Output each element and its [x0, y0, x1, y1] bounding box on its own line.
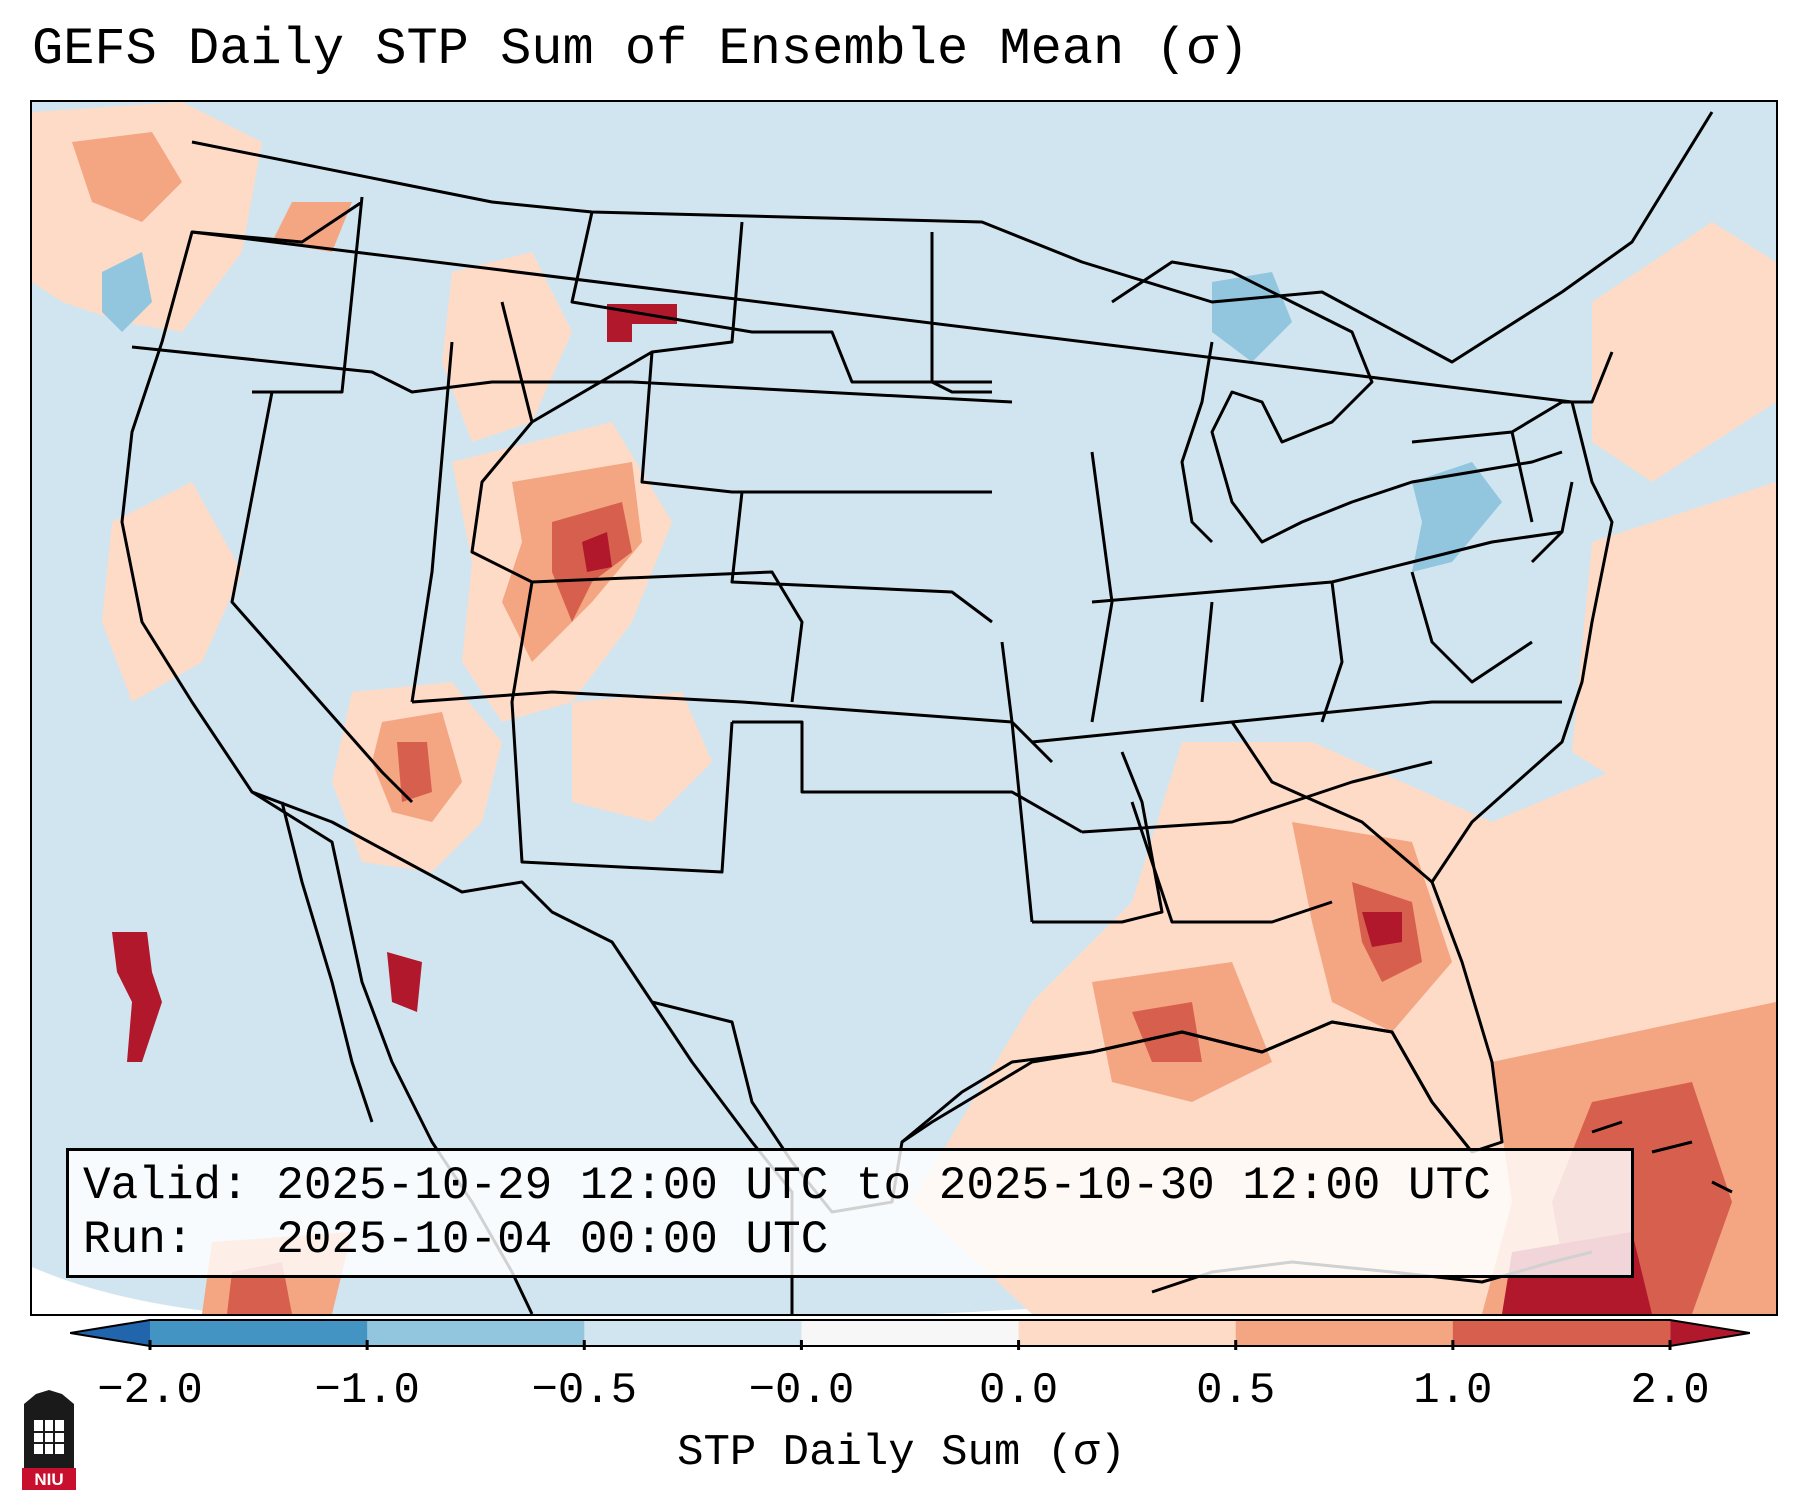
anomaly-new-mexico	[572, 692, 712, 822]
anomaly-georgia-peak	[1362, 912, 1402, 947]
colorbar-segments	[150, 1320, 1671, 1346]
niu-logo: NIU	[22, 1390, 76, 1490]
colorbar-tick-label: −1.0	[314, 1366, 420, 1416]
run-time-text: Run: 2025-10-04 00:00 UTC	[83, 1214, 829, 1266]
anomaly-arizona-peak	[397, 742, 432, 802]
colorbar-segment	[150, 1320, 368, 1346]
anomaly-gulf-california	[387, 952, 422, 1012]
anomaly-pacific-nw-core	[72, 132, 182, 222]
colorbar-under-arrow	[70, 1320, 150, 1346]
colorbar-over-arrow	[1670, 1320, 1750, 1346]
map-panel	[30, 100, 1778, 1316]
colorbar-segment	[1018, 1320, 1237, 1346]
anomaly-washington-negative	[102, 252, 152, 332]
colorbar-segment	[367, 1320, 585, 1346]
colorbar-tick-label: −2.0	[97, 1366, 203, 1416]
anomaly-idaho	[442, 252, 572, 442]
anomaly-west-coast	[102, 482, 242, 702]
colorbar-segment	[1452, 1320, 1671, 1346]
colorbar	[70, 1319, 1750, 1350]
anomaly-utah-colorado-peak	[582, 532, 612, 572]
colorbar-tick-label: 1.0	[1413, 1366, 1493, 1416]
colorbar-tick-label: −0.5	[531, 1366, 638, 1416]
anomaly-atlantic	[1572, 482, 1776, 802]
country-boundary	[120, 111, 1714, 1214]
anomaly-ne-wyoming	[607, 304, 677, 342]
colorbar-segment	[801, 1320, 1020, 1346]
anomaly-lake-michigan-negative	[1212, 272, 1292, 362]
colorbar-tick-label: 0.0	[978, 1366, 1059, 1416]
colorbar-segment	[584, 1320, 802, 1346]
colorbar-tick-label: 2.0	[1630, 1366, 1710, 1416]
coastline-gulf	[901, 1020, 1474, 1153]
state-boundaries	[131, 196, 1614, 924]
colorbar-outline	[70, 1319, 1750, 1347]
chart-title: GEFS Daily STP Sum of Ensemble Mean (σ)	[32, 20, 1249, 79]
great-lakes	[1111, 260, 1563, 544]
logo-grid-icon	[34, 1420, 64, 1454]
colorbar-tick-label: 0.5	[1196, 1366, 1276, 1416]
colorbar-segment	[1235, 1320, 1454, 1346]
info-box: Valid: 2025-10-29 12:00 UTC to 2025-10-3…	[66, 1148, 1634, 1278]
valid-time-text: Valid: 2025-10-29 12:00 UTC to 2025-10-3…	[83, 1160, 1491, 1212]
logo-window-icon	[34, 1420, 64, 1454]
map-canvas	[32, 102, 1776, 1314]
anomaly-new-england	[1592, 222, 1776, 482]
anomaly-montana	[272, 202, 352, 252]
anomaly-gulf-core	[1132, 1002, 1202, 1062]
boundary-layer	[120, 111, 1733, 1314]
colorbar-tick-label: −0.0	[748, 1366, 855, 1416]
logo-band	[22, 1468, 76, 1490]
anomaly-baja-offshore	[112, 932, 162, 1062]
anomaly-pennsylvania-negative	[1412, 462, 1502, 572]
colorbar-label: STP Daily Sum (σ)	[677, 1428, 1126, 1478]
logo-text: NIU	[34, 1470, 63, 1489]
